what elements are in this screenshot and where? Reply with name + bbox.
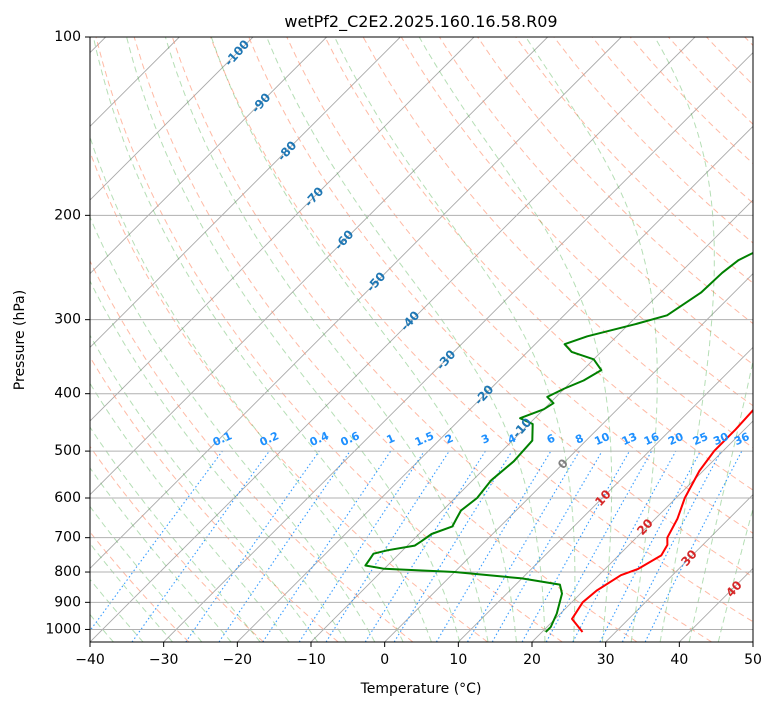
mixing-ratio-label: 16 bbox=[642, 430, 662, 448]
isotherm-line bbox=[90, 37, 475, 422]
x-tick-label: 30 bbox=[597, 652, 615, 668]
mixing-ratio-line bbox=[218, 450, 351, 642]
isotherm-line bbox=[90, 37, 327, 275]
mixing-ratio-line bbox=[185, 450, 320, 642]
pressure-gridlines bbox=[90, 37, 753, 630]
isotherm-line bbox=[605, 494, 753, 642]
x-tick-label: 50 bbox=[744, 652, 762, 668]
x-tick-label: −20 bbox=[223, 652, 253, 668]
background-lines bbox=[90, 37, 753, 642]
x-tick-label: 10 bbox=[449, 652, 467, 668]
dry-adiabat-line bbox=[515, 37, 753, 284]
isotherm-line bbox=[531, 420, 753, 642]
mixing-ratio-line bbox=[298, 450, 425, 642]
mixing-ratio-label: 20 bbox=[666, 430, 686, 448]
dry-adiabat-line bbox=[90, 445, 264, 642]
y-tick-label: 600 bbox=[54, 490, 81, 506]
moist-adiabat-line bbox=[90, 215, 376, 642]
y-tick-label: 900 bbox=[54, 594, 81, 610]
isotherm-line bbox=[163, 52, 753, 642]
y-tick-label: 500 bbox=[54, 443, 81, 459]
mixing-ratio-label: 10 bbox=[592, 430, 612, 448]
dry-adiabat-line bbox=[286, 37, 753, 534]
mixing-ratio-line bbox=[131, 450, 270, 642]
y-tick-label: 400 bbox=[54, 386, 81, 402]
x-tick-label: 40 bbox=[670, 652, 688, 668]
isotherm-line bbox=[90, 37, 254, 201]
moist-adiabat-line bbox=[525, 37, 658, 642]
mixing-ratio-line bbox=[545, 450, 653, 642]
dry-adiabat-line bbox=[95, 37, 563, 642]
dry-adiabat-line bbox=[90, 356, 339, 642]
mixing-ratio-label: 36 bbox=[732, 430, 752, 448]
dry-adiabat-line bbox=[210, 37, 753, 623]
x-tick-label: −30 bbox=[149, 652, 179, 668]
mixing-ratio-line bbox=[262, 450, 392, 642]
moist-adiabat-line bbox=[717, 506, 753, 642]
chart-title: wetPf2_C2E2.2025.160.16.58.R09 bbox=[284, 12, 557, 32]
profile-series bbox=[364, 251, 753, 633]
y-tick-label: 300 bbox=[54, 312, 81, 328]
plot-frame bbox=[89, 36, 754, 643]
mixing-ratio-line bbox=[521, 450, 630, 642]
y-tick-label: 800 bbox=[54, 564, 81, 580]
moist-adiabat-line bbox=[90, 426, 261, 642]
isotherm-line bbox=[90, 37, 401, 348]
moist-adiabat-line bbox=[90, 382, 290, 642]
temperature-profile-line bbox=[571, 408, 753, 633]
moist-adiabat-line bbox=[210, 37, 517, 642]
x-tick-label: 20 bbox=[523, 652, 541, 668]
x-axis-label: Temperature (°C) bbox=[360, 681, 482, 697]
moist-adiabat-line bbox=[418, 37, 613, 642]
isotherm-line bbox=[384, 273, 753, 642]
dry-adiabat-line bbox=[324, 37, 753, 491]
y-tick-label: 200 bbox=[54, 207, 81, 223]
dry-adiabat-line bbox=[248, 37, 753, 578]
y-tick-label: 100 bbox=[54, 29, 81, 45]
moist-adiabat-line bbox=[126, 37, 461, 642]
moist-adiabat-line bbox=[90, 578, 144, 642]
mixing-ratio-label: 25 bbox=[691, 430, 710, 448]
moist-adiabat-line bbox=[334, 37, 576, 642]
x-tick-label: −40 bbox=[75, 652, 105, 668]
mixing-ratio-label: 13 bbox=[620, 430, 639, 448]
y-tick-label: 700 bbox=[54, 530, 81, 546]
moist-adiabat-line bbox=[164, 37, 489, 642]
isotherm-line bbox=[90, 37, 696, 642]
x-tick-label: 0 bbox=[380, 652, 389, 668]
moist-adiabat-line bbox=[92, 37, 432, 642]
moist-adiabat-line bbox=[90, 542, 173, 642]
dewpoint-profile-line bbox=[364, 251, 753, 633]
isotherm-line bbox=[90, 37, 548, 496]
dry-adiabat-line bbox=[90, 259, 414, 642]
dry-adiabat-line bbox=[133, 37, 638, 642]
isotherm-line bbox=[458, 346, 753, 642]
isotherm-line bbox=[90, 37, 622, 569]
mixing-ratio-line bbox=[572, 450, 677, 642]
moist-adiabat-line bbox=[90, 467, 232, 642]
moist-adiabat-line bbox=[90, 135, 404, 642]
moist-adiabat-line bbox=[266, 37, 546, 642]
moist-adiabat-line bbox=[90, 334, 319, 642]
dry-adiabat-line bbox=[171, 37, 712, 642]
mixing-ratio-line bbox=[325, 450, 450, 642]
moist-adiabat-line bbox=[688, 358, 753, 642]
mixing-ratio-line bbox=[90, 450, 223, 632]
x-axis-ticks: −40 −30 −20 −10 0 10 20 30 40 50 bbox=[75, 642, 762, 668]
moist-adiabat-line bbox=[90, 505, 203, 642]
mixing-ratio-line bbox=[644, 450, 743, 642]
isotherm-line bbox=[237, 125, 753, 642]
mixing-ratio-line bbox=[393, 450, 513, 642]
mixing-ratio-label: 30 bbox=[711, 430, 731, 448]
y-tick-label: 1000 bbox=[45, 621, 81, 637]
y-axis-label: Pressure (hPa) bbox=[12, 290, 28, 390]
y-axis-ticks: 1000 900 800 700 600 500 400 300 200 100 bbox=[45, 29, 90, 637]
x-tick-label: −10 bbox=[296, 652, 326, 668]
